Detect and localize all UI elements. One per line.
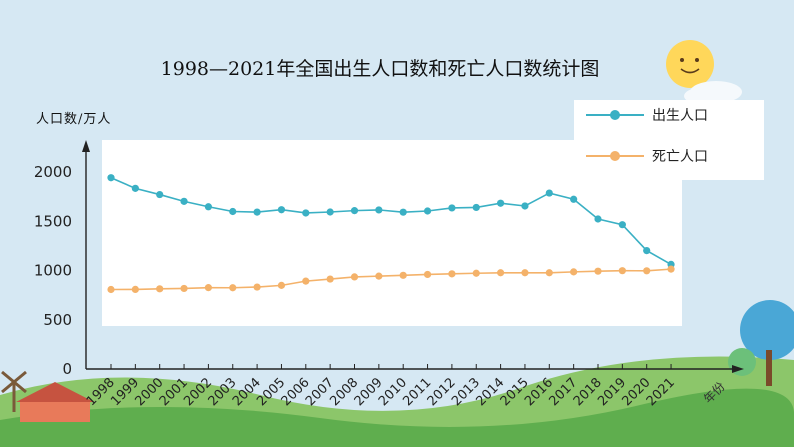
data-point-series-1 [643,267,651,275]
legend-label-birth: 出生人口 [652,108,708,124]
data-point-series-0 [107,174,115,182]
data-point-series-0 [521,202,529,210]
legend: 出生人口 死亡人口 [574,100,764,180]
data-point-series-0 [594,215,602,223]
data-point-series-1 [326,275,334,283]
data-point-series-1 [472,269,480,277]
data-point-series-1 [107,285,115,294]
data-point-series-0 [229,207,237,216]
x-axis-arrow [732,365,744,373]
chart-title: 1998—2021年全国出生人口数和死亡人口数统计图 [160,58,600,80]
y-tick-label: 500 [43,311,72,329]
data-point-series-1 [399,271,407,279]
data-point-series-0 [545,189,553,197]
data-point-series-0 [643,247,651,255]
house-icon [20,400,90,422]
data-point-series-0 [350,207,359,215]
y-tick-label: 2000 [34,163,72,181]
data-point-series-1 [302,277,310,285]
data-point-series-0 [618,221,626,229]
data-point-series-0 [570,195,578,203]
data-point-series-0 [472,203,480,212]
x-tick-label: 2021 [644,375,678,409]
data-point-series-0 [277,206,286,214]
y-axis-arrow [82,140,90,152]
data-point-series-0 [131,184,139,192]
series-line-1 [110,268,672,291]
data-point-series-1 [423,270,432,279]
data-point-series-1 [253,283,261,291]
data-point-series-0 [497,199,505,207]
data-point-series-0 [423,207,432,215]
legend-swatch-birth [586,109,644,121]
data-point-series-1 [545,269,553,277]
tree-icon [740,300,794,360]
data-point-series-0 [180,197,188,205]
data-point-series-1 [350,273,359,281]
data-point-series-0 [253,208,261,216]
data-point-series-1 [497,269,505,277]
legend-item-death: 死亡人口 [586,146,708,166]
data-point-series-1 [594,267,602,275]
sun-icon [666,40,714,88]
data-point-series-1 [667,265,675,273]
y-tick-label: 1000 [34,262,72,280]
data-point-series-0 [302,209,310,217]
data-point-series-1 [131,285,139,294]
legend-label-death: 死亡人口 [652,149,708,165]
legend-swatch-death [586,150,644,162]
series-line-0 [110,176,672,266]
data-point-series-1 [618,267,626,275]
data-point-series-1 [448,270,456,278]
data-point-series-1 [277,281,286,289]
data-point-series-1 [521,269,529,277]
data-point-series-1 [570,268,578,276]
data-point-series-1 [204,284,212,292]
hill-front [0,388,794,447]
data-point-series-1 [375,272,383,280]
data-point-series-0 [375,206,383,214]
data-point-series-1 [180,284,188,293]
data-point-series-1 [156,285,164,293]
data-point-series-0 [399,208,407,216]
y-tick-label: 0 [62,360,72,378]
y-axis-label: 人口数/万人 [36,112,112,127]
data-point-series-0 [156,190,164,199]
y-tick-label: 1500 [34,212,72,230]
data-point-series-0 [204,203,212,211]
legend-item-birth: 出生人口 [586,105,708,125]
data-point-series-0 [448,204,456,212]
data-point-series-0 [326,208,334,216]
data-point-series-1 [229,284,237,292]
